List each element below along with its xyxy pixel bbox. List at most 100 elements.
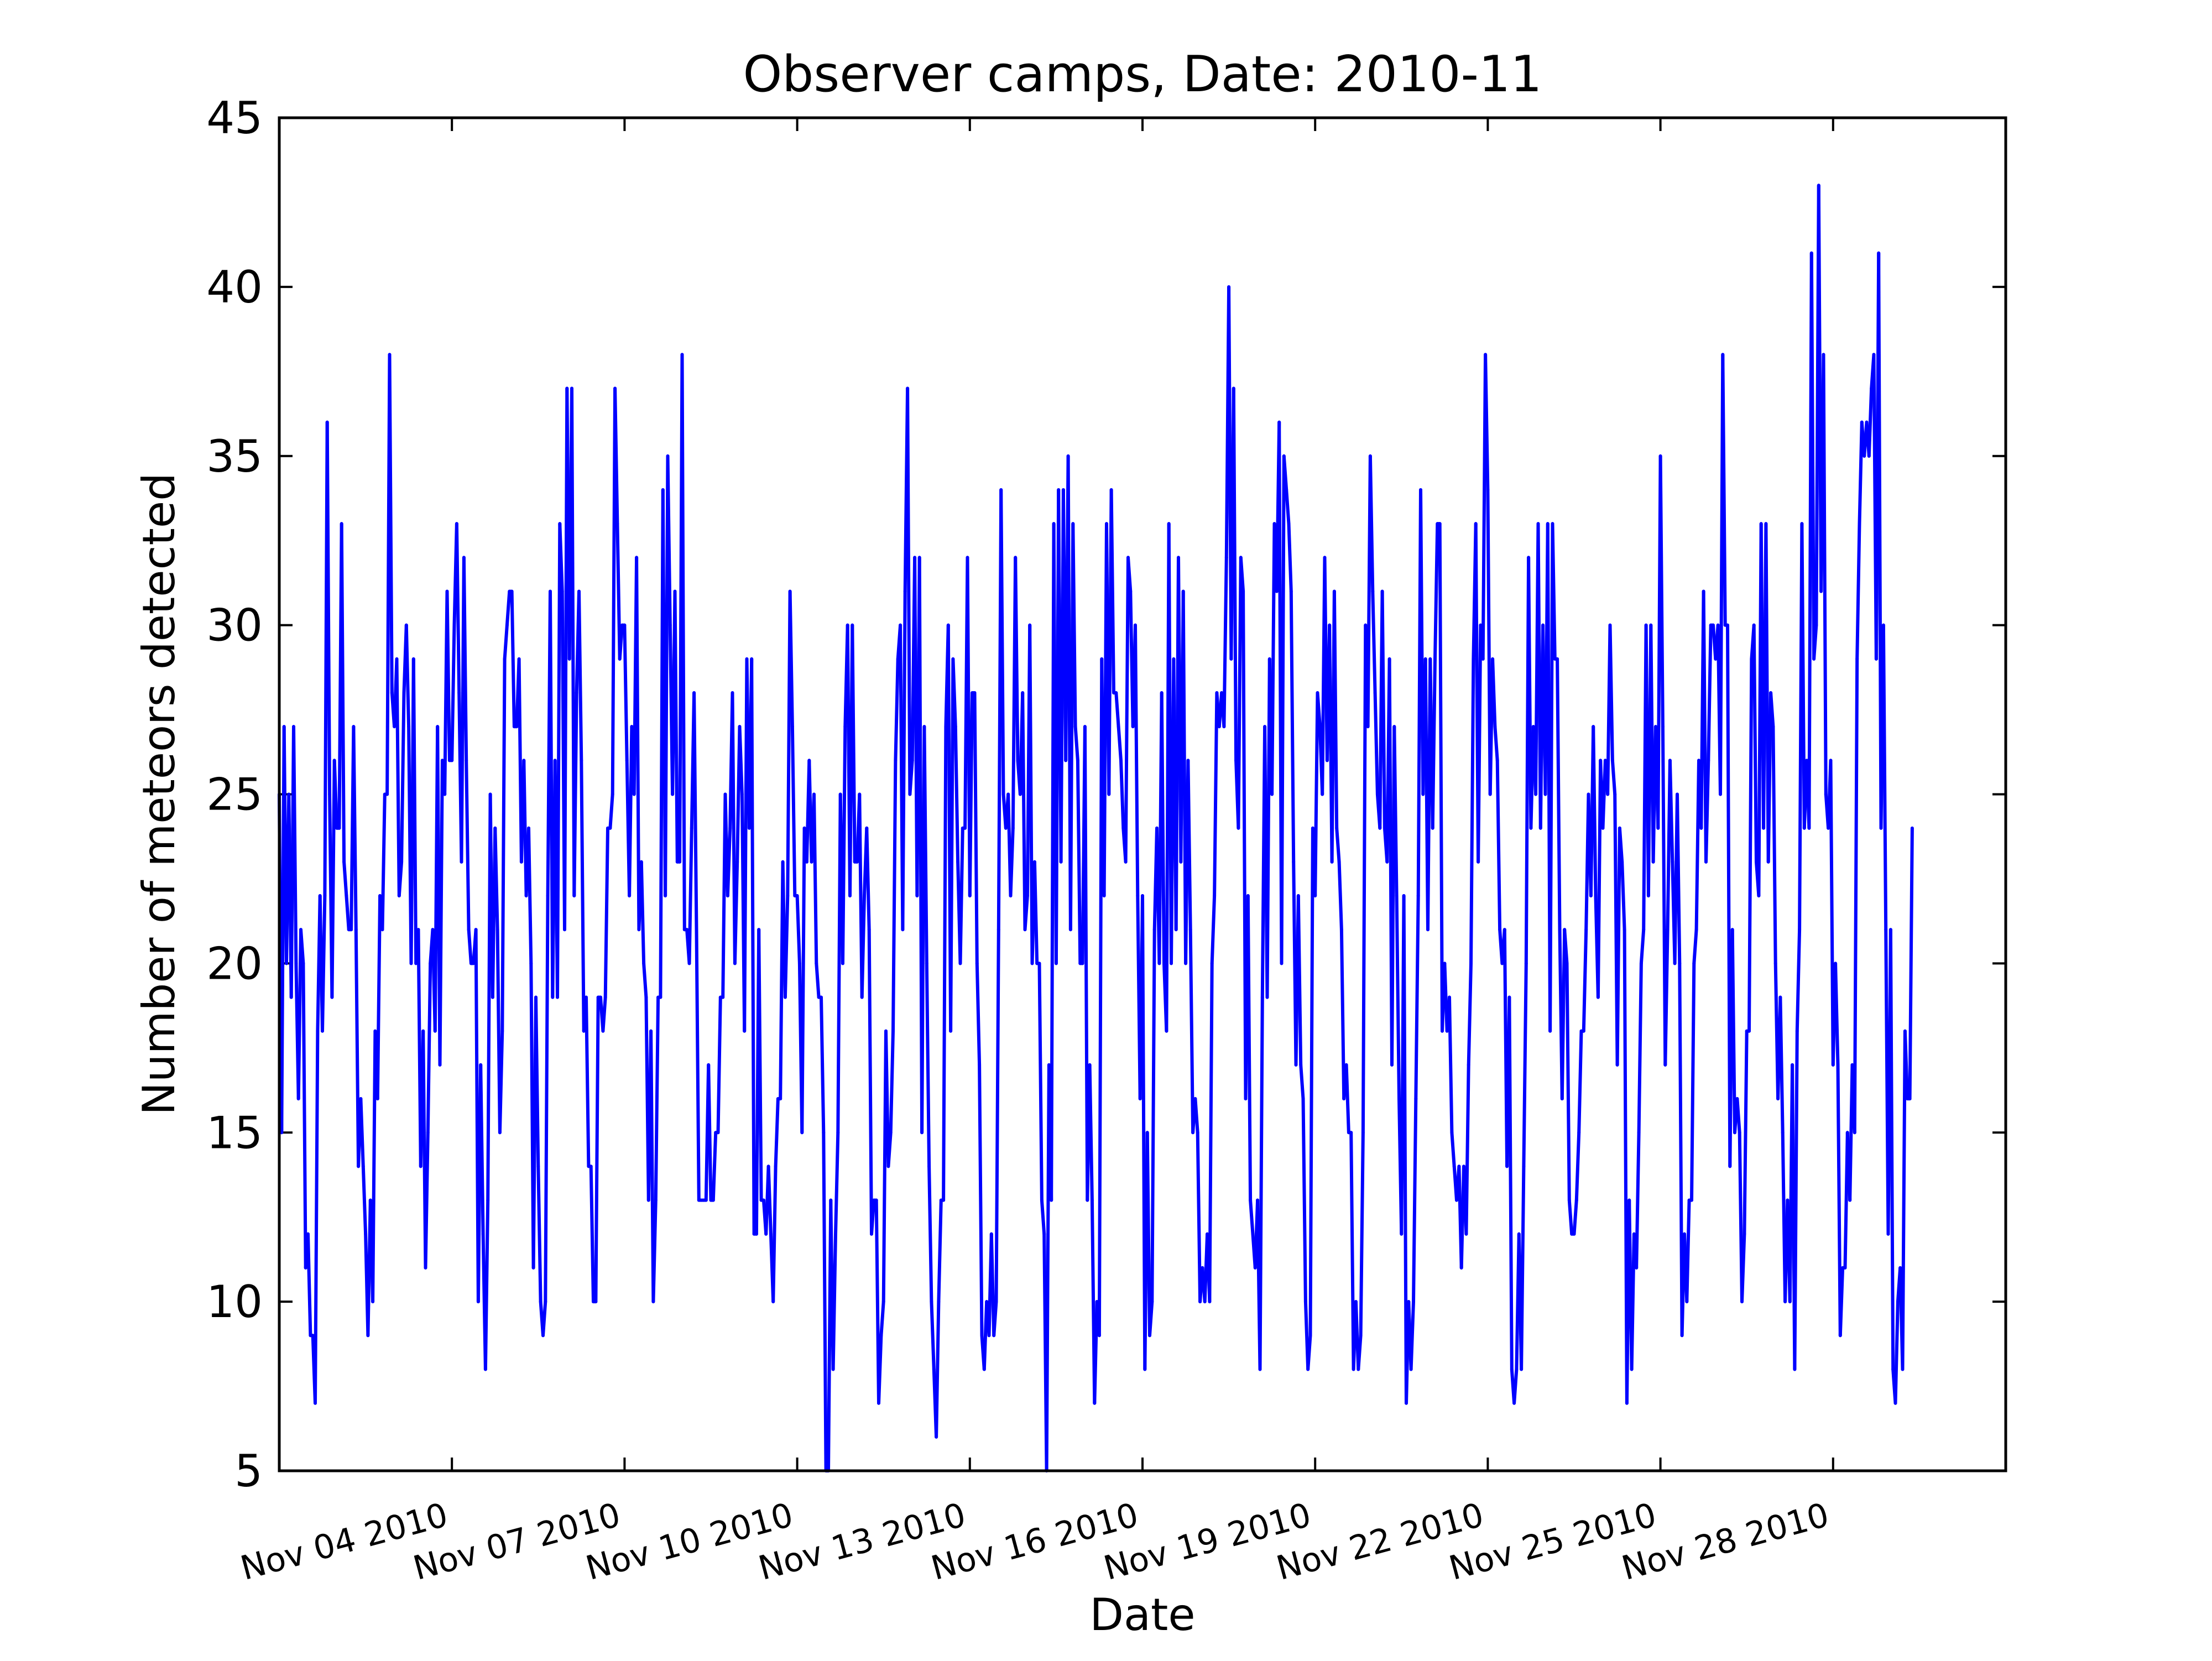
series-line-segment [1893,1300,1900,1405]
series-line-segment [580,759,586,1033]
series-line-segment [1901,1029,1907,1371]
series-line-segment [1357,1334,1363,1371]
series-line-segment [1392,725,1399,897]
series-line-segment [707,1063,713,1202]
series-line-segment [1908,826,1914,1101]
series-line-segment [1076,759,1082,965]
series-line-segment [314,1029,320,1405]
series-line-segment [726,826,732,897]
series-line-segment [1188,928,1195,1135]
series-line-segment [618,623,624,661]
series-line-segment [1572,1198,1578,1236]
series-line-segment [1032,860,1039,965]
series-line-segment [467,928,473,965]
series-line-segment [942,725,948,1202]
series-line-segment [411,657,418,965]
series-line-segment [505,589,512,627]
series-line-segment [1208,962,1214,1304]
series-line-segment [889,1029,895,1135]
series-line-segment [1620,860,1626,932]
series-line-segment [711,1131,718,1202]
series-line-segment [1433,522,1439,661]
series-line-segment [635,556,641,932]
series-line-segment [1114,691,1120,729]
series-line-segment [1477,623,1483,864]
series-line-segment [1778,995,1785,1135]
series-line-segment [1361,623,1368,1135]
series-line-segment [388,353,394,694]
series-line-segment [1690,962,1696,1202]
series-line-segment [1145,1131,1151,1338]
series-line-segment [733,860,739,965]
series-line-segment [1308,826,1314,1338]
y-axis-ticks: 5 10 15 20 25 30 35 40 45 [206,92,2006,1497]
series-line-segment [766,1164,773,1236]
series-line-segment [1512,1367,1519,1405]
series-line-segment [462,556,468,762]
series-line-segment [572,691,578,897]
series-line-segment [589,1164,595,1304]
series-line-segment [1395,894,1401,1101]
y-tick-label: 5 [234,1445,263,1497]
series-line-segment [968,691,974,897]
series-line-segment [642,962,648,999]
series-line-segment [1836,1063,1842,1338]
series-line-segment [375,894,382,1101]
series-line-segment [1637,962,1643,1135]
plot-frame [278,116,2007,1472]
series-line-segment [1373,691,1379,796]
series-line-segment [1630,1232,1636,1371]
series-line-segment [1014,556,1020,762]
series-line-segment [330,759,336,999]
series-line-segment [870,1198,876,1236]
series-line-segment [296,928,302,1101]
series-line-segment [345,894,351,932]
series-line-segment [994,928,1000,1304]
series-line-segment [503,623,509,661]
series-line-segment [886,1131,893,1168]
series-line-segment [1658,454,1665,729]
series-line-segment [594,995,600,1304]
series-group [278,184,1914,1472]
series-line-segment [1316,691,1322,729]
series-line-segment [1335,826,1341,864]
series-line-segment [1270,522,1276,796]
series-line-segment [1193,1097,1199,1135]
series-line-segment [1493,725,1499,762]
series-line-segment [834,1131,840,1236]
series-line-segment [1610,759,1617,796]
y-tick-label: 30 [206,600,263,651]
series-line-segment [949,657,955,1033]
series-line-segment [1853,657,1859,1135]
series-line-segment [536,1164,542,1304]
series-line-segment [1409,1300,1415,1371]
series-line-segment [1822,353,1828,796]
series-line-segment [1692,928,1698,965]
series-line-segment [1507,995,1514,1371]
series-line-segment [841,725,847,965]
series-line-segment [1246,894,1253,1202]
series-line-segment [585,995,591,1168]
series-line-segment [1332,589,1339,830]
series-line-segment [1117,725,1123,762]
series-line-segment [479,1063,485,1236]
series-line-segment [879,1300,885,1338]
series-line-segment [992,1300,998,1338]
series-line-segment [1213,691,1219,897]
series-line-segment [1134,623,1140,897]
series-line-segment [1469,657,1475,965]
series-line-segment [651,1198,658,1304]
series-line-segment [608,792,614,830]
series-line-segment [325,420,332,796]
series-line-segment [1448,995,1454,1135]
series-line-segment [795,894,801,965]
series-line-segment [783,894,790,999]
series-line-segment [1160,691,1166,965]
y-tick-label: 40 [206,262,263,313]
y-tick-label: 15 [206,1107,263,1158]
series-line-segment [1337,860,1343,932]
series-line-segment [1021,691,1027,932]
series-line-segment [527,826,533,965]
series-line-segment [613,386,619,526]
series-line-segment [1467,962,1473,1067]
